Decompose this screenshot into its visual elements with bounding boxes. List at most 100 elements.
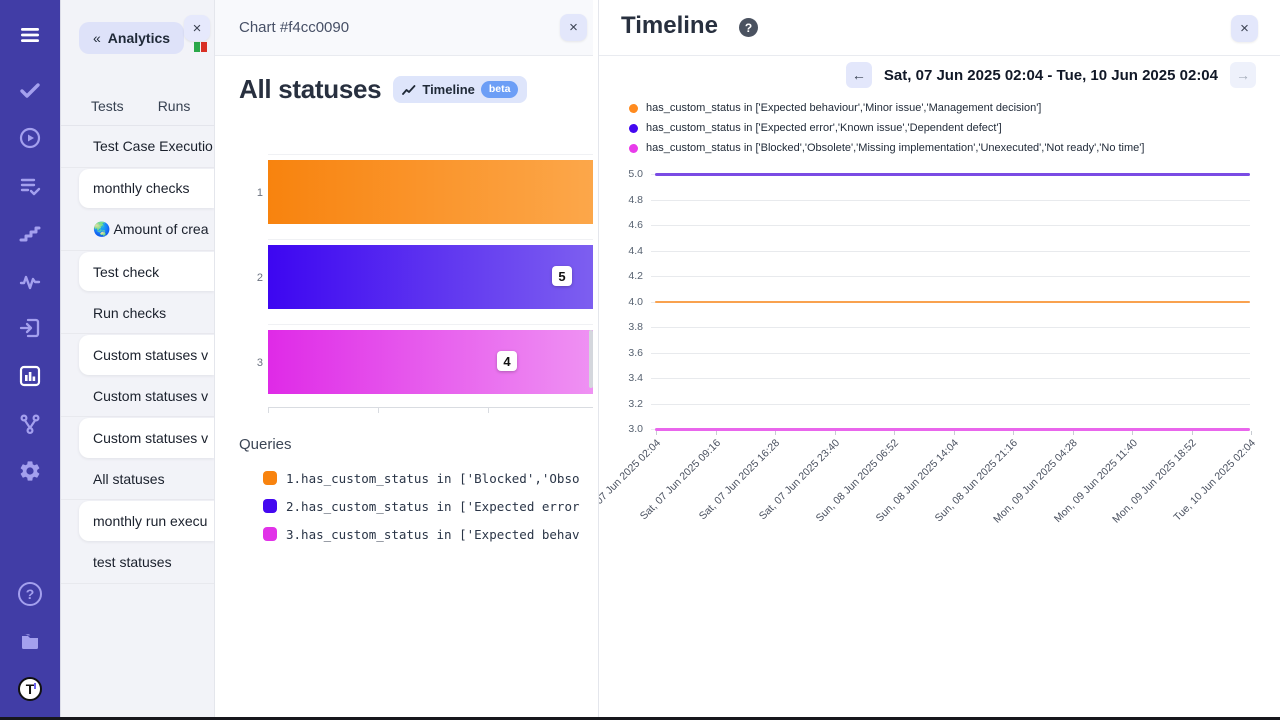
timeline-legend: has_custom_status in ['Expected behaviou… <box>629 98 1144 158</box>
steps-icon[interactable] <box>18 221 42 245</box>
branch-icon[interactable] <box>18 412 42 436</box>
query-color-swatch <box>263 499 277 513</box>
panel-scrollbar[interactable] <box>589 330 593 388</box>
analytics-list-item[interactable]: Test check <box>61 251 214 293</box>
chart-panel-title: Chart #f4cc0090 <box>239 19 350 36</box>
axis-tick <box>488 408 489 413</box>
x-axis-tick <box>1251 431 1252 435</box>
analytics-list-item[interactable]: Run checks <box>61 292 214 334</box>
legend-label: has_custom_status in ['Expected behaviou… <box>646 102 1042 114</box>
help-icon[interactable]: ? <box>18 582 42 606</box>
tab-tests[interactable]: Tests <box>91 97 124 114</box>
list-item-label: All statuses <box>93 471 165 488</box>
play-circle-icon[interactable] <box>18 126 42 150</box>
check-icon[interactable] <box>18 78 42 102</box>
analytics-panel: « Analytics × Tests Runs Test Case Execut… <box>60 0 214 720</box>
chart-close-button[interactable]: × <box>560 14 587 41</box>
legend-row[interactable]: has_custom_status in ['Expected behaviou… <box>629 98 1144 118</box>
next-range-button[interactable]: → <box>1230 62 1256 88</box>
analytics-list-item[interactable]: monthly checks <box>61 168 214 210</box>
list-item-label: Custom statuses v <box>93 387 209 404</box>
y-axis-label: 3.8 <box>628 321 643 333</box>
login-icon[interactable] <box>18 316 42 340</box>
analytics-list-item[interactable]: Custom statuses v <box>61 376 214 418</box>
grid-line <box>651 352 1250 354</box>
beta-badge: beta <box>480 81 519 98</box>
series-line[interactable] <box>655 173 1250 176</box>
y-axis-label: 3.4 <box>628 372 643 384</box>
bar-chart-icon[interactable] <box>18 364 42 388</box>
timeline-badge-label: Timeline <box>422 82 475 97</box>
x-axis-tick <box>1013 431 1014 435</box>
date-range-label: Sat, 07 Jun 2025 02:04 - Tue, 10 Jun 202… <box>883 66 1218 84</box>
bar-value-label: 4 <box>497 351 517 371</box>
analytics-list-item[interactable]: Test Case Executio <box>61 126 214 168</box>
band-separator <box>268 324 593 325</box>
analytics-list-item[interactable]: Custom statuses v <box>61 334 214 376</box>
query-color-swatch <box>263 471 277 485</box>
logo-t[interactable]: T <box>18 677 42 701</box>
close-icon: × <box>1240 20 1249 37</box>
query-text: 2.has_custom_status in ['Expected error <box>286 498 580 514</box>
legend-dot <box>629 143 638 153</box>
bar-chart: 1 2 3 5 4 <box>215 0 593 430</box>
query-text: 1.has_custom_status in ['Blocked','Obso <box>286 470 580 486</box>
y-axis-label: 3.6 <box>628 346 643 359</box>
legend-row[interactable]: has_custom_status in ['Expected error','… <box>629 118 1144 138</box>
gear-icon[interactable] <box>18 459 42 483</box>
list-check-icon[interactable] <box>18 174 42 198</box>
list-item-label: Test Case Executio <box>93 138 213 155</box>
grid-line <box>651 403 1250 405</box>
series-line[interactable] <box>655 428 1250 431</box>
analytics-list: Test Case Executio monthly checks 🌏 Amount… <box>61 126 214 584</box>
analytics-close-button[interactable]: × <box>184 15 210 41</box>
analytics-collapse-button[interactable]: « Analytics <box>79 22 185 54</box>
bar-3[interactable] <box>268 330 593 394</box>
prev-range-button[interactable]: ← <box>845 62 872 88</box>
status-mini-icon <box>194 42 207 52</box>
x-axis-tick <box>834 431 836 435</box>
analytics-list-item[interactable]: monthly run execu <box>61 500 214 542</box>
query-row[interactable]: 1.has_custom_status in ['Blocked','Obso <box>263 464 593 492</box>
analytics-list-item[interactable]: 🌏 Amount of crea <box>61 209 214 251</box>
list-item-label: Custom statuses v <box>93 346 209 363</box>
menu-icon[interactable] <box>18 23 42 47</box>
timeline-close-button[interactable]: × <box>1231 15 1258 42</box>
legend-row[interactable]: has_custom_status in ['Blocked','Obsolet… <box>629 138 1144 158</box>
query-row[interactable]: 2.has_custom_status in ['Expected error <box>263 492 593 520</box>
x-axis-tick <box>656 431 657 435</box>
grid-line <box>651 378 1250 379</box>
axis-tick <box>268 408 269 413</box>
main-sidebar: ? T <box>0 0 60 720</box>
arrow-right-icon: → <box>1236 67 1250 83</box>
close-icon: × <box>569 19 578 36</box>
y-axis-label: 4.4 <box>628 244 643 257</box>
analytics-title: Analytics <box>107 30 171 46</box>
tab-runs[interactable]: Runs <box>157 97 191 114</box>
bar-1[interactable] <box>268 160 593 224</box>
analytics-list-item[interactable]: All statuses <box>61 459 214 501</box>
query-row[interactable]: 3.has_custom_status in ['Expected behav <box>263 520 593 548</box>
timeline-toggle-button[interactable]: Timeline beta <box>393 76 528 103</box>
chart-title: All statuses <box>239 74 382 104</box>
analytics-list-item[interactable]: test statuses <box>61 542 214 584</box>
help-icon[interactable]: ? <box>739 18 758 37</box>
chart-panel: Chart #f4cc0090 × All statuses Timeline … <box>214 0 593 720</box>
x-axis-tick <box>715 431 717 435</box>
x-axis-tick <box>894 431 895 435</box>
bar-2[interactable] <box>268 245 593 309</box>
logo-accent <box>34 683 36 689</box>
analytics-list-item[interactable]: Custom statuses v <box>61 417 214 459</box>
band-separator <box>268 239 593 240</box>
activity-icon[interactable] <box>18 269 42 293</box>
grid-line <box>651 199 1250 201</box>
folder-icon[interactable] <box>18 629 42 653</box>
list-item-label: Test check <box>93 263 160 280</box>
legend-dot <box>629 123 638 133</box>
series-line[interactable] <box>655 300 1250 303</box>
queries-title: Queries <box>239 436 292 453</box>
collapse-chevrons-icon: « <box>93 30 101 46</box>
list-item-label: Custom statuses v <box>93 429 209 446</box>
list-item-label: Run checks <box>93 304 167 321</box>
query-color-swatch <box>263 527 277 541</box>
